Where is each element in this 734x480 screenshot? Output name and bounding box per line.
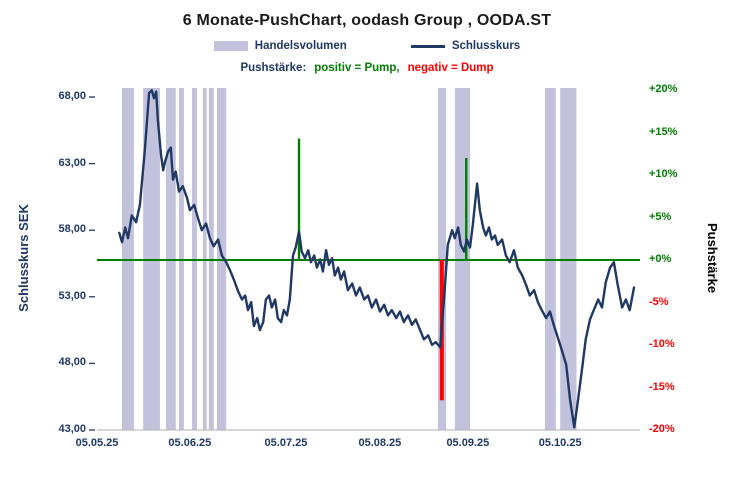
chart-title: 6 Monate-PushChart, oodash Group , OODA.… [182, 12, 552, 29]
right-axis-title: Pushstärke [705, 222, 720, 294]
push-prefix-label: Pushstärke: [240, 62, 307, 74]
legend-volume-label: Handelsvolumen [254, 40, 347, 52]
push-legend: Pushstärke: positiv = Pump, negativ = Du… [0, 62, 734, 74]
volume-swatch-icon [213, 41, 248, 51]
legend-item-close: Schlusskurs [410, 40, 521, 52]
legend-item-volume: Handelsvolumen [213, 40, 347, 52]
dump-label: negativ = Dump [407, 62, 494, 74]
left-axis-title: Schlusskurs SEK [16, 204, 31, 312]
legend-close-label: Schlusskurs [451, 40, 521, 52]
close-line-swatch-icon [410, 44, 445, 48]
legend: Handelsvolumen Schlusskurs [0, 40, 734, 52]
pump-label: positiv = Pump, [314, 62, 400, 74]
